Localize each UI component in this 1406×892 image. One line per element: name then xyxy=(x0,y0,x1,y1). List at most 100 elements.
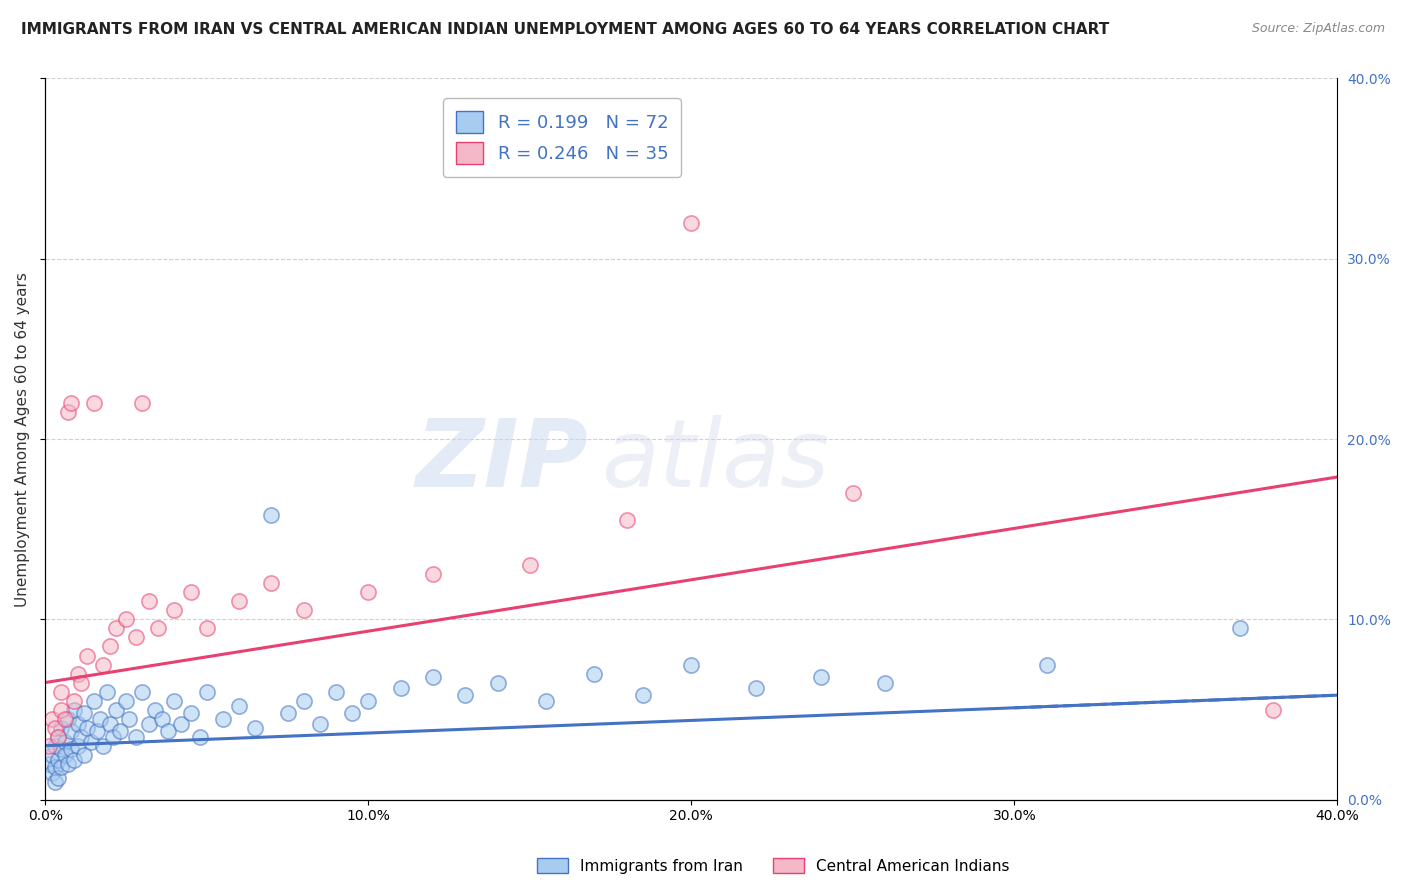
Point xyxy=(83,693,105,707)
Point xyxy=(105,622,128,636)
Point xyxy=(105,703,128,717)
Point xyxy=(108,724,131,739)
Point xyxy=(422,670,444,684)
Point xyxy=(340,706,363,721)
Point xyxy=(810,670,832,684)
Point xyxy=(163,693,186,707)
Point xyxy=(93,739,115,753)
Point xyxy=(583,666,606,681)
Point xyxy=(51,742,73,756)
Point xyxy=(79,735,101,749)
Point xyxy=(486,675,509,690)
Point xyxy=(63,693,86,707)
Point xyxy=(56,756,79,771)
Point xyxy=(51,703,73,717)
Point xyxy=(66,739,89,753)
Point xyxy=(212,712,235,726)
Point xyxy=(389,681,412,695)
Point xyxy=(519,558,541,573)
Point xyxy=(53,747,76,762)
Point xyxy=(422,567,444,582)
Point xyxy=(157,724,180,739)
Point xyxy=(188,730,211,744)
Point xyxy=(56,405,79,419)
Text: IMMIGRANTS FROM IRAN VS CENTRAL AMERICAN INDIAN UNEMPLOYMENT AMONG AGES 60 TO 64: IMMIGRANTS FROM IRAN VS CENTRAL AMERICAN… xyxy=(21,22,1109,37)
Point xyxy=(180,706,202,721)
Point xyxy=(131,684,153,698)
Point xyxy=(38,756,60,771)
Point xyxy=(41,765,63,780)
Point xyxy=(148,622,170,636)
Point xyxy=(41,747,63,762)
Point xyxy=(138,594,160,608)
Point xyxy=(69,730,91,744)
Point xyxy=(69,675,91,690)
Point xyxy=(60,396,83,410)
Legend: Immigrants from Iran, Central American Indians: Immigrants from Iran, Central American I… xyxy=(531,852,1015,880)
Point xyxy=(76,648,98,663)
Y-axis label: Unemployment Among Ages 60 to 64 years: Unemployment Among Ages 60 to 64 years xyxy=(15,272,30,607)
Point xyxy=(44,760,66,774)
Point xyxy=(86,724,108,739)
Point xyxy=(46,771,69,785)
Point xyxy=(195,684,218,698)
Point xyxy=(56,712,79,726)
Point xyxy=(308,717,330,731)
Point xyxy=(170,717,193,731)
Point xyxy=(63,703,86,717)
Point xyxy=(98,640,121,654)
Point xyxy=(875,675,897,690)
Point xyxy=(631,688,654,702)
Point xyxy=(131,396,153,410)
Text: Source: ZipAtlas.com: Source: ZipAtlas.com xyxy=(1251,22,1385,36)
Point xyxy=(53,712,76,726)
Point xyxy=(454,688,477,702)
Point xyxy=(125,631,148,645)
Point xyxy=(125,730,148,744)
Point xyxy=(180,585,202,599)
Point xyxy=(150,712,173,726)
Point xyxy=(228,594,250,608)
Point xyxy=(96,684,118,698)
Point xyxy=(245,721,267,735)
Point xyxy=(228,698,250,713)
Point xyxy=(277,706,299,721)
Point xyxy=(325,684,347,698)
Point xyxy=(89,712,111,726)
Point xyxy=(44,774,66,789)
Text: ZIP: ZIP xyxy=(415,415,588,507)
Point xyxy=(292,693,315,707)
Point xyxy=(51,760,73,774)
Point xyxy=(66,666,89,681)
Point xyxy=(46,730,69,744)
Point xyxy=(681,216,703,230)
Point xyxy=(83,396,105,410)
Point xyxy=(41,712,63,726)
Point xyxy=(73,706,96,721)
Point xyxy=(357,585,380,599)
Point xyxy=(101,730,124,744)
Legend: R = 0.199   N = 72, R = 0.246   N = 35: R = 0.199 N = 72, R = 0.246 N = 35 xyxy=(443,98,681,177)
Point xyxy=(38,739,60,753)
Point xyxy=(534,693,557,707)
Point xyxy=(51,684,73,698)
Point xyxy=(76,721,98,735)
Point xyxy=(93,657,115,672)
Point xyxy=(138,717,160,731)
Point xyxy=(60,742,83,756)
Point xyxy=(842,486,865,500)
Point xyxy=(292,603,315,617)
Point xyxy=(745,681,768,695)
Point xyxy=(195,622,218,636)
Point xyxy=(46,730,69,744)
Point xyxy=(1261,703,1284,717)
Point xyxy=(51,721,73,735)
Point xyxy=(260,576,283,591)
Point xyxy=(1229,622,1251,636)
Point xyxy=(46,753,69,767)
Point xyxy=(681,657,703,672)
Point xyxy=(60,724,83,739)
Point xyxy=(53,735,76,749)
Point xyxy=(98,717,121,731)
Point xyxy=(616,513,638,527)
